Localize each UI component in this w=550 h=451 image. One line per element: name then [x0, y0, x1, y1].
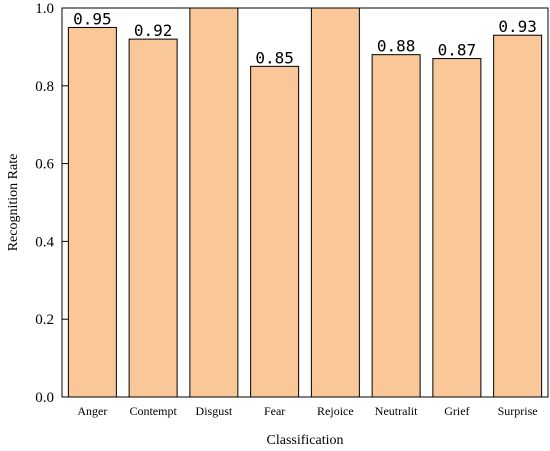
- bar-grief: [432, 58, 482, 398]
- x-tick-label-anger: Anger: [77, 404, 107, 418]
- x-axis-title: Classification: [267, 433, 344, 448]
- y-tick-label: 0.0: [35, 390, 54, 406]
- plot-frame: [61, 7, 549, 398]
- data-label-fear: 0.85: [255, 48, 294, 67]
- bar-rejoice: [310, 7, 360, 398]
- data-label-surprise: 0.93: [498, 17, 537, 36]
- data-label-neutralit: 0.88: [377, 37, 416, 56]
- bar-disgust: [189, 7, 239, 398]
- bar-neutralit: [371, 54, 421, 398]
- y-axis-ticks: 0.0 0.2 0.4 0.6 0.8 1.0: [35, 1, 68, 406]
- data-label-anger: 0.95: [73, 9, 112, 28]
- x-tick-label-grief: Grief: [444, 404, 469, 418]
- y-axis-title: Recognition Rate: [6, 154, 21, 252]
- x-tick-label-surprise: Surprise: [498, 404, 538, 418]
- y-tick-label: 1.0: [35, 1, 54, 17]
- y-tick-label: 0.8: [35, 79, 54, 95]
- data-labels-group: 0.95 0.92 0.85 0.88 0.87 0.93: [73, 9, 537, 67]
- x-tick-label-contempt: Contempt: [129, 404, 177, 418]
- data-label-contempt: 0.92: [134, 21, 173, 40]
- bars-group: [67, 7, 543, 398]
- bar-fear: [250, 65, 300, 398]
- y-tick-label: 0.6: [35, 157, 54, 173]
- y-tick-label: 0.2: [35, 312, 54, 328]
- bar-anger: [67, 26, 117, 398]
- bar-contempt: [128, 38, 178, 398]
- x-tick-label-disgust: Disgust: [196, 404, 233, 418]
- data-label-grief: 0.87: [438, 41, 477, 60]
- x-axis-categories: Anger Contempt Disgust Fear Rejoice Neutralit…: [77, 404, 537, 418]
- y-tick-label: 0.4: [35, 234, 54, 250]
- x-tick-label-fear: Fear: [264, 404, 285, 418]
- x-tick-label-neutralit: Neutralit: [375, 404, 418, 418]
- bar-surprise: [493, 34, 543, 398]
- x-tick-label-rejoice: Rejoice: [317, 404, 354, 418]
